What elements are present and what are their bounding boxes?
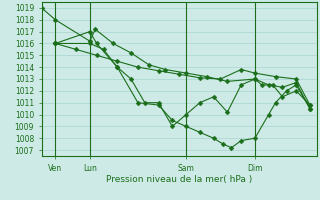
X-axis label: Pression niveau de la mer( hPa ): Pression niveau de la mer( hPa ) — [106, 175, 252, 184]
